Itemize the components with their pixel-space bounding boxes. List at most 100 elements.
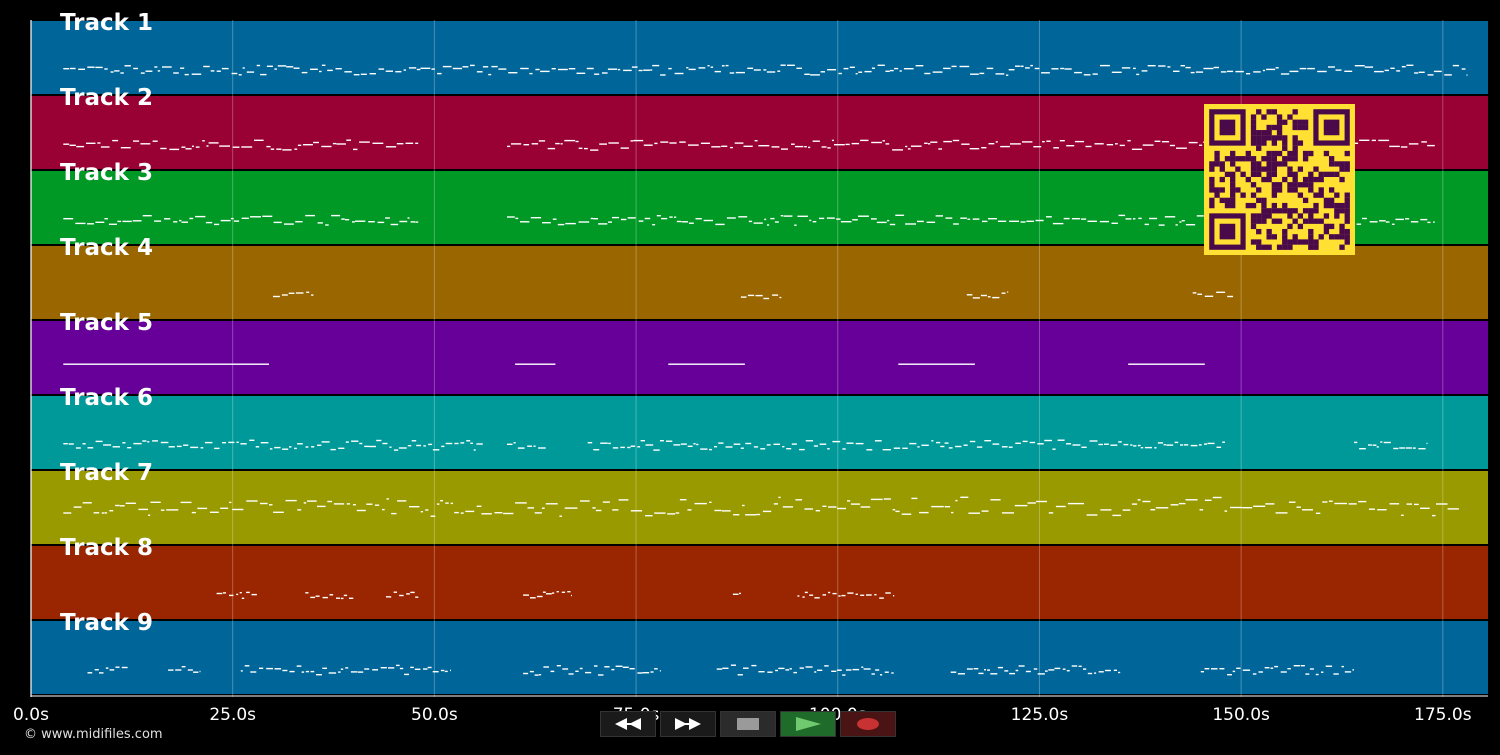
note-mark — [700, 142, 710, 144]
note-mark — [109, 510, 114, 512]
note-mark — [1026, 220, 1034, 222]
note-mark — [673, 444, 681, 446]
note-mark — [1399, 447, 1405, 449]
note-mark — [875, 669, 880, 671]
note-mark — [407, 217, 410, 219]
time-tick-label: 50.0s — [411, 705, 458, 725]
note-mark — [1427, 221, 1431, 224]
note-mark — [450, 502, 453, 505]
note-mark — [1427, 144, 1435, 147]
fast-forward-button[interactable] — [660, 711, 716, 737]
note-mark — [108, 223, 117, 225]
note-mark — [1414, 72, 1419, 74]
note-mark — [1158, 65, 1166, 67]
track-lane[interactable] — [31, 21, 1488, 94]
note-mark — [70, 67, 76, 70]
note-mark — [160, 441, 169, 444]
note-mark — [408, 67, 417, 69]
track-lane[interactable] — [31, 396, 1488, 469]
note-mark — [69, 144, 76, 146]
note-mark — [578, 221, 590, 223]
note-mark — [1180, 444, 1184, 446]
note-mark — [893, 447, 901, 449]
note-mark — [722, 667, 729, 669]
note-mark — [1161, 141, 1170, 143]
note-mark — [1015, 669, 1019, 672]
note-mark — [481, 513, 492, 515]
note-mark — [595, 509, 602, 512]
note-mark — [1266, 68, 1276, 71]
track-lane[interactable] — [31, 546, 1488, 619]
note-mark — [295, 292, 304, 294]
note-mark — [517, 447, 525, 449]
note-mark — [242, 67, 245, 69]
record-button[interactable] — [840, 711, 896, 737]
note-mark — [969, 148, 980, 150]
note-mark — [771, 146, 780, 148]
note-mark — [860, 139, 869, 142]
note-mark — [892, 509, 896, 511]
note-mark — [341, 218, 345, 220]
note-mark — [301, 71, 308, 74]
note-mark — [754, 140, 758, 142]
note-mark — [444, 670, 448, 673]
note-mark — [465, 510, 475, 513]
note-mark — [679, 141, 686, 143]
note-mark — [1121, 67, 1131, 69]
note-mark — [246, 71, 255, 73]
note-mark — [604, 666, 610, 668]
note-mark — [990, 499, 1001, 501]
stop-button[interactable] — [720, 711, 776, 737]
note-mark — [740, 296, 747, 298]
note-mark — [1087, 220, 1097, 222]
note-mark — [984, 669, 986, 671]
note-mark — [861, 666, 864, 668]
note-mark — [1130, 444, 1133, 446]
note-mark — [294, 148, 298, 150]
note-mark — [543, 666, 549, 668]
note-mark — [1406, 64, 1414, 66]
note-mark — [311, 446, 315, 448]
note-mark — [799, 667, 804, 669]
note-mark — [782, 506, 793, 508]
note-mark — [1089, 440, 1098, 442]
note-mark — [753, 222, 763, 224]
note-mark — [555, 142, 560, 145]
note-mark — [1219, 668, 1225, 670]
note-mark — [1433, 221, 1435, 223]
note-mark — [240, 443, 247, 445]
note-mark — [1094, 672, 1097, 674]
note-mark — [805, 440, 814, 442]
note-mark — [973, 668, 979, 670]
note-mark — [115, 504, 120, 507]
rewind-button[interactable] — [600, 711, 656, 737]
note-mark — [1395, 218, 1404, 221]
note-mark — [871, 218, 877, 220]
track-label: Track 8 — [60, 535, 153, 561]
note-mark — [561, 591, 566, 593]
note-mark — [406, 593, 410, 595]
note-mark — [542, 591, 546, 593]
note-mark — [112, 446, 120, 448]
note-mark — [87, 223, 94, 225]
track-lane[interactable] — [31, 471, 1488, 544]
note-mark — [205, 221, 213, 224]
note-mark — [229, 594, 234, 597]
note-mark — [445, 442, 453, 445]
track-lane[interactable] — [31, 321, 1488, 394]
note-mark — [440, 669, 445, 672]
note-mark — [895, 214, 905, 216]
note-mark — [393, 449, 399, 451]
note-mark — [745, 442, 752, 445]
note-mark — [1198, 444, 1202, 446]
note-mark — [1325, 665, 1333, 667]
track-lane[interactable] — [31, 621, 1488, 694]
note-mark — [425, 509, 429, 511]
note-mark — [775, 669, 778, 672]
note-mark — [787, 64, 795, 66]
note-mark — [1175, 224, 1178, 226]
note-mark — [842, 448, 846, 450]
play-button[interactable] — [780, 711, 836, 737]
note-mark — [274, 446, 281, 449]
track-lane[interactable] — [31, 246, 1488, 319]
